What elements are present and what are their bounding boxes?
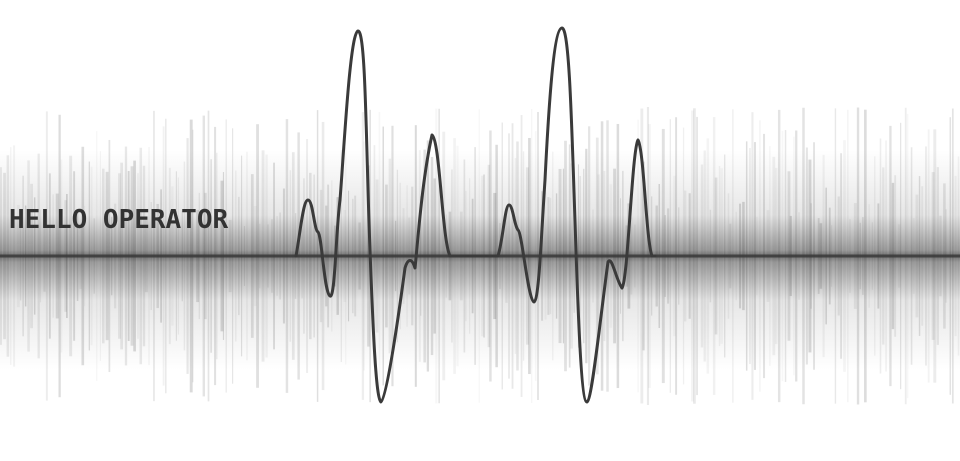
waveform-line: [294, 26, 657, 404]
title-text: HELLO OPERATOR: [9, 205, 229, 235]
